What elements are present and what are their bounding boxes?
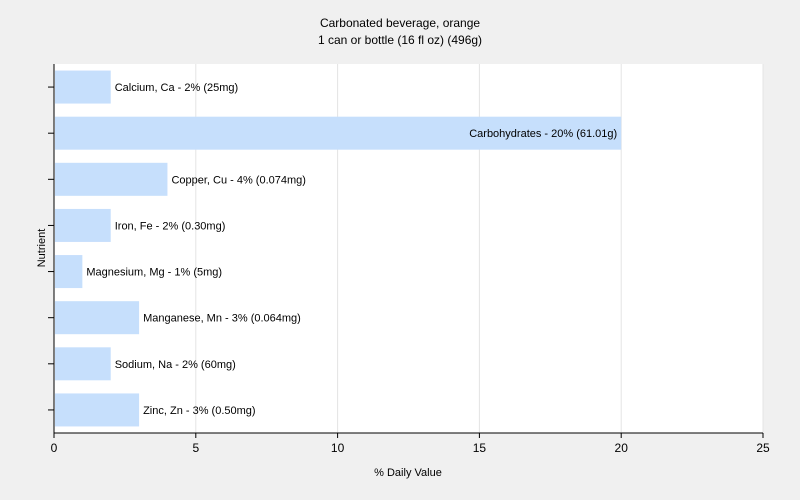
bar [55, 208, 111, 242]
bar [55, 116, 622, 150]
bar-label: Zinc, Zn - 3% (0.50mg) [143, 405, 255, 417]
bar-label: Copper, Cu - 4% (0.074mg) [171, 174, 306, 186]
chart-title: Carbonated beverage, orange [320, 16, 480, 30]
x-tick-label: 20 [615, 441, 629, 455]
x-tick-label: 15 [473, 441, 487, 455]
x-tick-label: 5 [192, 441, 199, 455]
bar-label: Manganese, Mn - 3% (0.064mg) [143, 313, 301, 325]
bar-label: Sodium, Na - 2% (60mg) [115, 359, 236, 371]
bar-label: Magnesium, Mg - 1% (5mg) [86, 267, 222, 279]
bar [55, 162, 168, 196]
y-axis-label: Nutrient [36, 229, 48, 268]
bar-label: Iron, Fe - 2% (0.30mg) [115, 220, 226, 232]
x-axis-label: % Daily Value [374, 467, 442, 479]
bar [55, 70, 111, 104]
bar-label: Carbohydrates - 20% (61.01g) [469, 128, 617, 140]
x-tick-label: 10 [331, 441, 345, 455]
x-tick-label: 25 [756, 441, 770, 455]
chart-subtitle: 1 can or bottle (16 fl oz) (496g) [318, 33, 482, 47]
bar [55, 393, 140, 427]
bar [55, 255, 83, 289]
x-tick-label: 0 [51, 441, 58, 455]
bar [55, 301, 140, 335]
bar [55, 347, 111, 381]
bar-label: Calcium, Ca - 2% (25mg) [115, 82, 238, 94]
